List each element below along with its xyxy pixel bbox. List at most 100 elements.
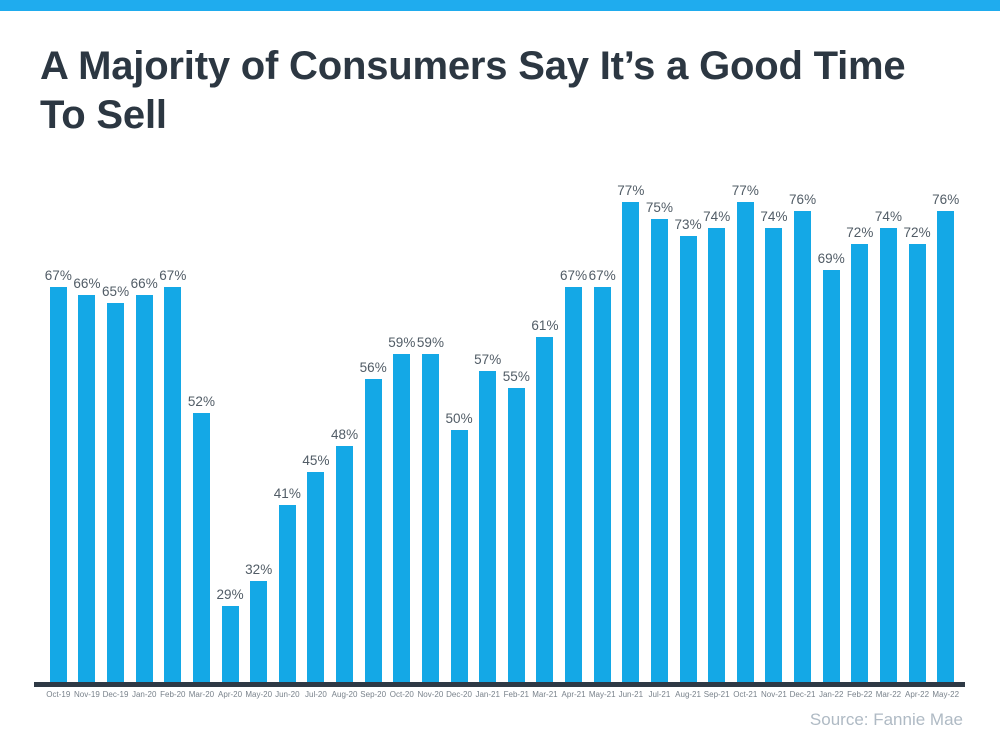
bar-slot: 29% [216, 194, 245, 682]
chart-title: A Majority of Consumers Say It’s a Good … [40, 44, 906, 137]
bar-value-label: 69% [817, 250, 845, 266]
x-axis-tick-label: May-21 [588, 690, 616, 699]
bar [135, 294, 153, 682]
bar [507, 387, 525, 682]
x-axis-tick-label: May-20 [245, 690, 273, 699]
bar-value-label: 76% [789, 191, 817, 207]
bar [879, 227, 897, 682]
x-axis-line [34, 682, 965, 687]
bar-slot: 57% [473, 194, 502, 682]
bar [164, 286, 182, 682]
bar-value-label: 45% [302, 452, 330, 468]
x-axis-tick-label: Feb-22 [847, 690, 873, 699]
bar-value-label: 72% [903, 225, 931, 241]
bar-value-label: 56% [359, 360, 387, 376]
x-axis-tick-label: Jun-21 [618, 690, 644, 699]
x-axis-tick-label: May-22 [932, 690, 960, 699]
bar-value-label: 32% [245, 562, 273, 578]
bar [192, 412, 210, 682]
x-axis-tick-label: Sep-21 [703, 690, 730, 699]
bar-slot: 67% [588, 194, 617, 682]
bar-slot: 56% [359, 194, 388, 682]
bar-slot: 73% [674, 194, 703, 682]
bar [536, 337, 554, 682]
bar-slot: 76% [788, 191, 817, 682]
bar-slot: 75% [645, 194, 674, 682]
x-axis-tick-label: Sep-20 [360, 690, 387, 699]
bar [679, 236, 697, 682]
bar-slot: 67% [44, 194, 73, 682]
x-axis-tick-label: Jul-20 [305, 690, 327, 699]
bar [736, 202, 754, 682]
x-axis-tick-label: Oct-21 [733, 690, 758, 699]
x-axis-tick-label: Mar-21 [532, 690, 558, 699]
bar-value-label: 61% [531, 318, 559, 334]
x-axis-tick-label: Oct-20 [389, 690, 414, 699]
x-axis-tick-label: Aug-21 [675, 690, 701, 699]
x-axis-tick-label: Apr-21 [561, 690, 586, 699]
bar-slot: 72% [903, 194, 932, 682]
bar [650, 219, 668, 682]
bar [307, 471, 325, 682]
bar-slot: 76% [931, 192, 960, 682]
x-axis-tick-label: Apr-20 [218, 690, 243, 699]
bar [450, 429, 468, 682]
source-credit: Source: Fannie Mae [809, 710, 963, 729]
x-axis-tick-label: Nov-20 [417, 690, 444, 699]
x-axis-tick-label: Oct-19 [46, 690, 71, 699]
bar [937, 210, 955, 682]
bar-value-label: 29% [216, 587, 244, 603]
x-axis-tick-label: Feb-21 [503, 690, 529, 699]
bar-slot: 32% [244, 194, 273, 682]
bar-value-label: 66% [73, 275, 101, 291]
bar-slot: 61% [531, 194, 560, 682]
bar [336, 446, 354, 682]
bar [794, 210, 812, 682]
bar-slot: 65% [101, 194, 130, 682]
bar-value-label: 55% [502, 368, 530, 384]
x-axis-tick-label: Mar-20 [188, 690, 215, 699]
bar-value-label: 67% [588, 267, 616, 283]
bar [107, 303, 125, 682]
bar-slot: 59% [388, 194, 417, 682]
bar-slot: 50% [445, 194, 474, 682]
bar-value-label: 67% [560, 267, 588, 283]
bar-slot: 67% [159, 194, 188, 682]
bar [421, 353, 439, 682]
bar-slot: 55% [502, 194, 531, 682]
bar-value-label: 59% [388, 334, 416, 350]
bar-slot: 74% [702, 194, 731, 682]
bar-slot: 66% [73, 194, 102, 682]
bar [765, 227, 783, 682]
x-axis-tick-label: Nov-21 [761, 690, 787, 699]
bar-value-label: 67% [159, 267, 187, 283]
x-axis-tick-label: Dec-21 [789, 690, 816, 699]
bar-slot: 69% [817, 194, 846, 682]
x-axis-tick-label: Feb-20 [160, 690, 186, 699]
bar-value-label: 74% [703, 208, 731, 224]
bar-value-label: 74% [874, 208, 902, 224]
x-axis-tick-label: Dec-19 [102, 690, 129, 699]
bar [622, 202, 640, 682]
bar [278, 505, 296, 682]
bar [49, 286, 67, 682]
bar-slot: 74% [760, 194, 789, 682]
x-axis-tick-label: Aug-20 [331, 690, 358, 699]
x-axis-tick-label: Dec-20 [446, 690, 472, 699]
x-axis-tick-label: Jan-20 [131, 690, 157, 699]
bar [250, 581, 268, 682]
bar-slot: 41% [273, 194, 302, 682]
bar-value-label: 52% [187, 393, 215, 409]
bar-value-label: 72% [846, 225, 874, 241]
bar-value-label: 48% [331, 427, 359, 443]
bar [593, 286, 611, 682]
bar-value-label: 50% [445, 410, 473, 426]
bar-slot: 72% [846, 194, 875, 682]
x-axis-tick-label: Jan-21 [475, 690, 500, 699]
bar-value-label: 66% [130, 275, 158, 291]
bar-value-label: 77% [617, 183, 645, 199]
bar-value-label: 67% [44, 267, 72, 283]
bar-slot: 77% [731, 183, 760, 682]
x-axis-tick-label: Apr-22 [905, 690, 930, 699]
